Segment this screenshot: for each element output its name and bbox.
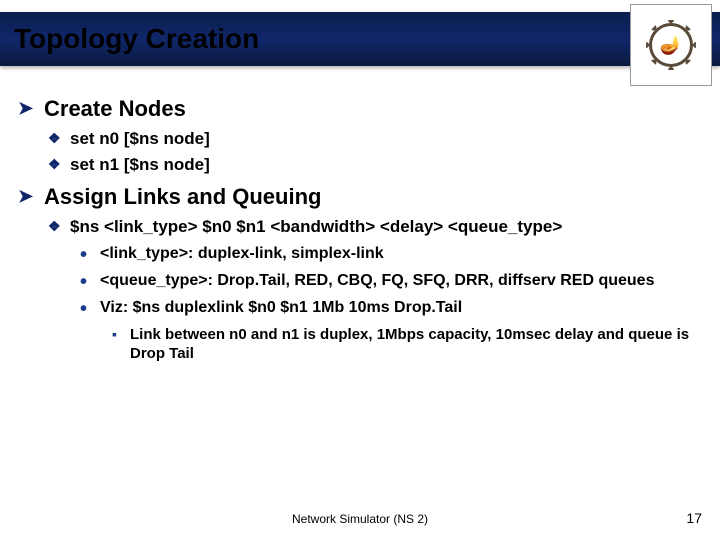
gear-lamp-icon: 🪔 — [638, 12, 704, 78]
institute-logo: 🪔 — [630, 4, 712, 86]
bullet-ns-syntax: $ns <link_type> $n0 $n1 <bandwidth> <del… — [48, 216, 702, 238]
bullet-set-n1: set n1 [$ns node] — [48, 154, 702, 176]
page-number: 17 — [686, 510, 702, 526]
bullet-queue-type: <queue_type>: Drop.Tail, RED, CBQ, FQ, S… — [80, 271, 702, 292]
bullet-create-nodes: Create Nodes — [18, 96, 702, 122]
bullet-set-n0: set n0 [$ns node] — [48, 128, 702, 150]
bullet-link-type: <link_type>: duplex-link, simplex-link — [80, 244, 702, 265]
bullet-explanation: Link between n0 and n1 is duplex, 1Mbps … — [112, 325, 702, 364]
title-bar: Topology Creation 🪔 — [0, 0, 720, 78]
slide-body: Create Nodes set n0 [$ns node] set n1 [$… — [0, 78, 720, 364]
bullet-viz-example: Viz: $ns duplexlink $n0 $n1 1Mb 10ms Dro… — [80, 298, 702, 319]
slide-title: Topology Creation — [0, 23, 259, 55]
footer-text: Network Simulator (NS 2) — [0, 512, 720, 526]
bullet-assign-links: Assign Links and Queuing — [18, 184, 702, 210]
